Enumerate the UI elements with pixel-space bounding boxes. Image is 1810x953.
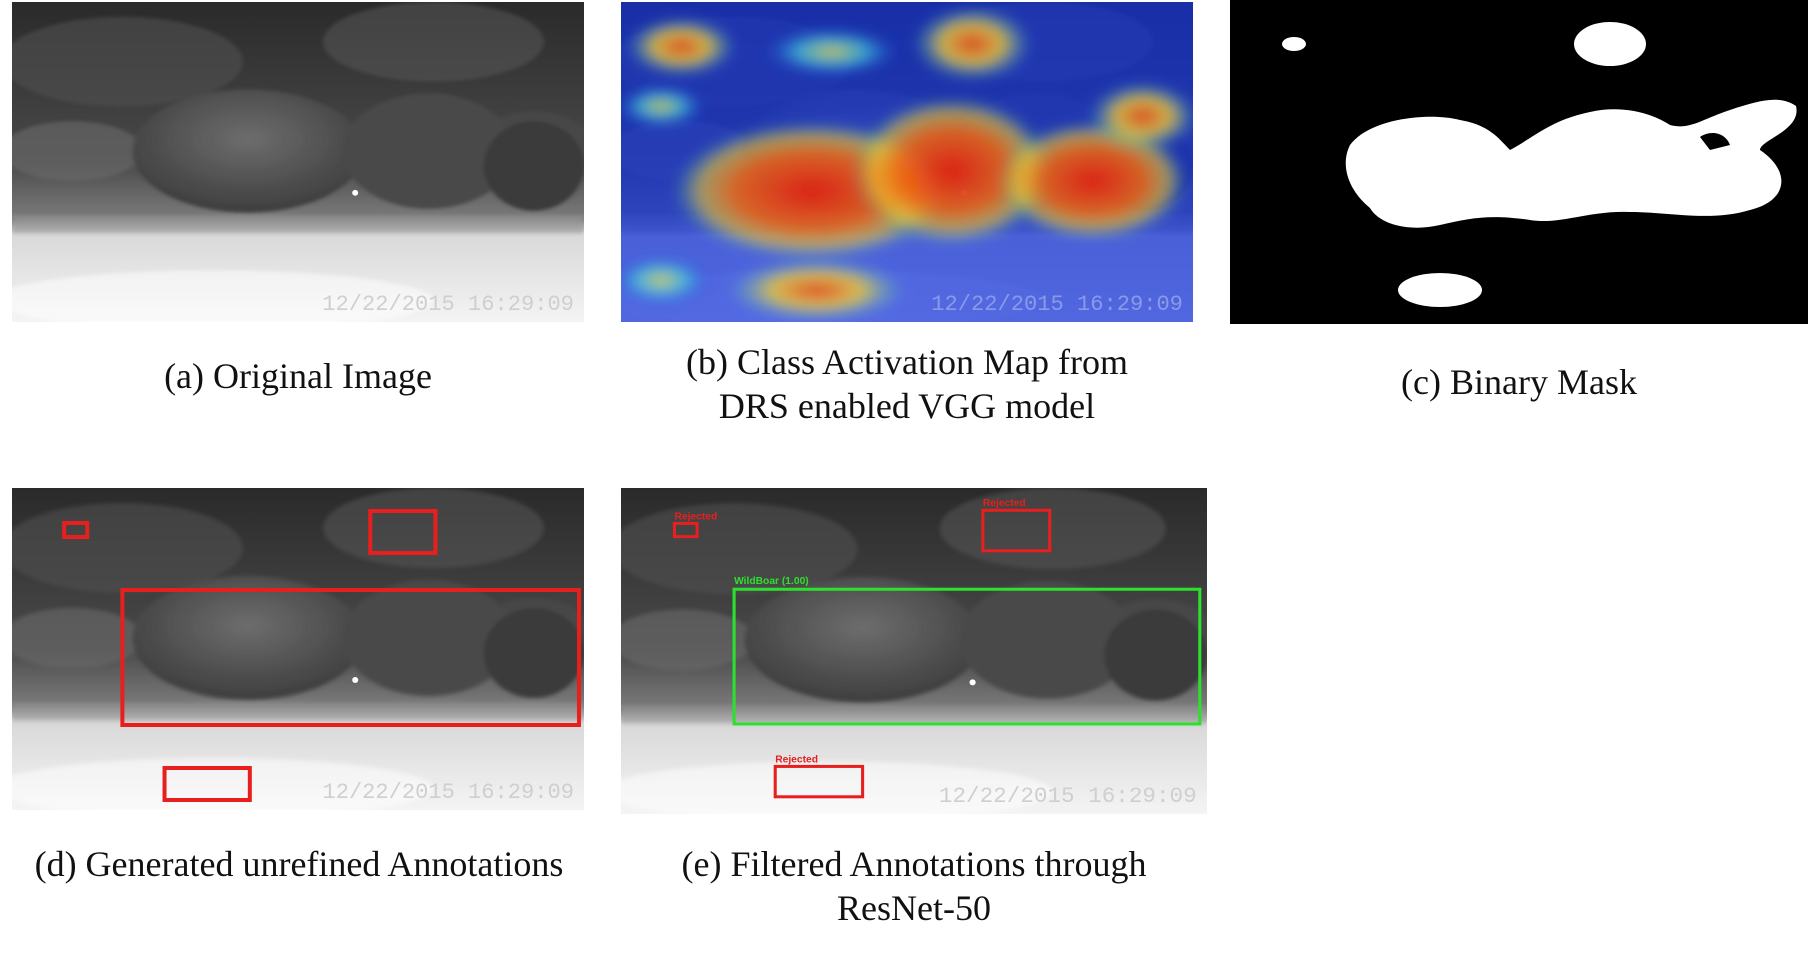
caption-e: (e) Filtered Annotations through ResNet-… [681,844,1147,928]
timestamp-a: 12/22/2015 16:29:09 [322,292,574,317]
timestamp-b: 12/22/2015 16:29:09 [931,292,1183,317]
rejected-box [672,521,699,539]
rejected-label: Rejected [775,754,818,765]
rejected-label: Rejected [674,511,717,522]
annotation-box [368,509,438,555]
caption-d: (d) Generated unrefined Annotations [34,844,564,884]
accepted-box [732,587,1202,726]
timestamp-e: 12/22/2015 16:29:09 [939,783,1197,809]
panel-c-binary-mask [1230,0,1808,324]
caption-a: (a) Original Image [164,356,432,396]
timestamp-d: 12/22/2015 16:29:09 [322,780,573,805]
caption-c: (c) Binary Mask [1401,362,1637,402]
panel-e-filtered-annotations: Rejected Rejected WildBoar (1.00) Reject… [621,488,1207,814]
caption-b: (b) Class Activation Map from DRS enable… [686,342,1128,426]
panel-a-original-image: 12/22/2015 16:29:09 [12,2,584,322]
annotation-box [62,521,90,539]
rejected-box [773,764,865,799]
panel-b-class-activation-map: 12/22/2015 16:29:09 [621,2,1193,322]
panel-d-unrefined-annotations: 12/22/2015 16:29:09 [12,488,584,810]
annotation-box [162,766,252,802]
annotation-box [120,588,581,727]
rejected-box [981,508,1052,553]
accepted-label: WildBoar (1.00) [734,576,809,587]
rejected-label: Rejected [983,498,1026,509]
